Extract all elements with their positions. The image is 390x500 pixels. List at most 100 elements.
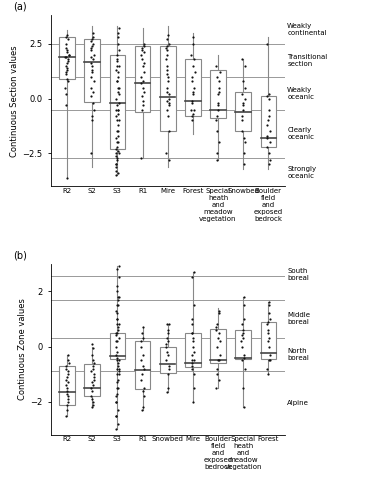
Point — [66, 359, 72, 367]
Point — [164, 388, 170, 396]
Point — [239, 90, 245, 98]
Point — [138, 406, 145, 414]
Point — [65, 35, 71, 43]
Point — [163, 342, 169, 350]
Point — [189, 320, 195, 328]
Point — [267, 315, 273, 323]
Point — [191, 370, 197, 378]
Point — [241, 62, 248, 70]
Point — [115, 33, 121, 41]
Bar — [210, 328, 226, 363]
Point — [213, 62, 220, 70]
Point — [213, 323, 220, 331]
Point — [190, 342, 196, 350]
Point — [113, 337, 120, 345]
Point — [114, 77, 120, 85]
Point — [114, 282, 120, 290]
Point — [90, 28, 96, 36]
Point — [189, 364, 195, 372]
Point — [239, 342, 245, 350]
Text: Transitional
section: Transitional section — [287, 54, 328, 66]
Point — [216, 376, 222, 384]
Point — [241, 84, 248, 92]
Point — [267, 156, 273, 164]
Point — [88, 84, 94, 92]
Point — [164, 88, 170, 96]
Point — [115, 72, 122, 80]
Point — [163, 55, 169, 63]
Point — [62, 84, 69, 92]
Point — [89, 404, 96, 411]
Point — [266, 310, 272, 318]
Point — [213, 326, 220, 334]
Point — [88, 72, 94, 80]
Text: Clearly
oceanic: Clearly oceanic — [287, 127, 314, 140]
Point — [116, 262, 122, 270]
Point — [240, 384, 246, 392]
Point — [188, 112, 195, 120]
Point — [240, 326, 246, 334]
Point — [65, 356, 71, 364]
Point — [113, 342, 120, 350]
Point — [214, 150, 220, 158]
Point — [216, 138, 222, 146]
Point — [215, 77, 222, 85]
Point — [241, 293, 247, 301]
Point — [189, 99, 195, 107]
Point — [164, 96, 170, 104]
Point — [116, 368, 122, 376]
Point — [89, 62, 96, 70]
Point — [113, 398, 119, 406]
Point — [90, 381, 96, 389]
Bar — [210, 70, 226, 118]
Point — [65, 77, 71, 85]
Point — [141, 60, 147, 68]
Point — [140, 387, 146, 395]
Point — [115, 99, 122, 107]
Point — [113, 337, 119, 345]
Point — [264, 121, 270, 129]
Point — [64, 46, 71, 54]
Point — [64, 48, 70, 56]
Point — [116, 116, 122, 124]
Point — [238, 337, 245, 345]
Point — [213, 342, 220, 350]
Point — [265, 318, 271, 326]
Point — [215, 90, 221, 98]
Point — [141, 392, 147, 400]
Point — [116, 84, 122, 92]
Point — [89, 68, 95, 76]
Point — [188, 362, 195, 370]
Point — [115, 296, 121, 304]
Text: (a): (a) — [13, 2, 27, 12]
Point — [264, 40, 270, 48]
Point — [64, 384, 70, 392]
Point — [113, 94, 119, 102]
Point — [189, 356, 195, 364]
Point — [66, 370, 72, 378]
Text: Alpine: Alpine — [287, 400, 309, 406]
Point — [62, 53, 69, 61]
Point — [88, 392, 94, 400]
Point — [164, 66, 170, 74]
Point — [239, 112, 245, 120]
Point — [214, 370, 220, 378]
Point — [91, 106, 97, 114]
Point — [115, 420, 121, 428]
Point — [115, 46, 122, 54]
Point — [164, 46, 170, 54]
Point — [139, 44, 145, 52]
Point — [115, 40, 122, 48]
Point — [166, 156, 172, 164]
Point — [139, 328, 145, 336]
Point — [64, 64, 70, 72]
Point — [239, 101, 246, 109]
Point — [63, 90, 69, 98]
Point — [240, 334, 246, 342]
Point — [216, 356, 222, 364]
Point — [88, 368, 94, 376]
Point — [241, 351, 247, 359]
Point — [163, 44, 169, 52]
Point — [89, 395, 96, 403]
Point — [189, 328, 195, 336]
